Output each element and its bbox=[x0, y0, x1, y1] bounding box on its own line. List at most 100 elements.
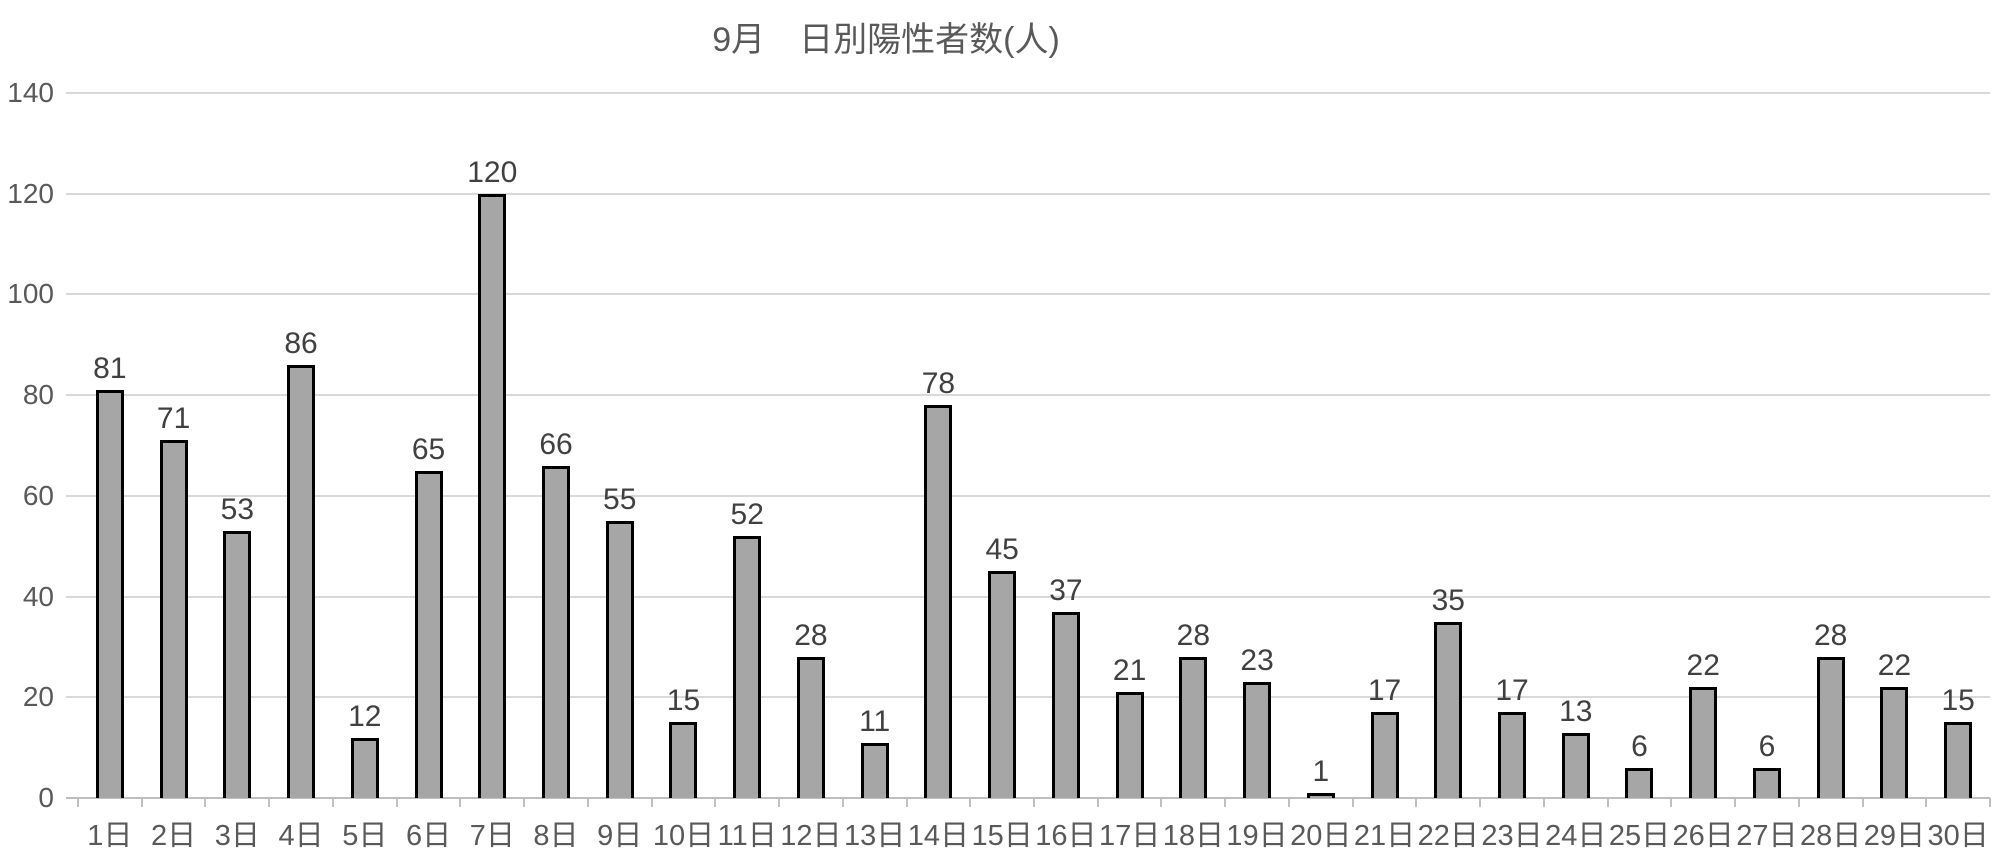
bar-slot: 86 bbox=[269, 93, 333, 798]
x-axis-tick-label: 12日 bbox=[780, 820, 842, 852]
bar-value-label: 13 bbox=[1559, 694, 1593, 728]
x-axis-tick bbox=[1033, 798, 1035, 807]
bar bbox=[1944, 722, 1973, 798]
bar bbox=[414, 470, 443, 798]
bar-value-label: 21 bbox=[1112, 654, 1147, 688]
x-axis-tick bbox=[841, 798, 844, 807]
bar bbox=[1880, 687, 1909, 798]
x-axis-tick bbox=[268, 798, 271, 807]
gridline bbox=[66, 192, 1990, 195]
bar-value-label: 52 bbox=[730, 498, 764, 532]
bar-value-label: 11 bbox=[859, 704, 891, 738]
bar-slot: 37 bbox=[1034, 93, 1098, 798]
x-axis-tick-label: 21日 bbox=[1353, 820, 1416, 852]
bar-slot: 6 bbox=[1608, 93, 1672, 798]
bar-slot: 17 bbox=[1480, 93, 1544, 798]
bar-value-label: 86 bbox=[284, 326, 318, 360]
x-axis-tick bbox=[650, 798, 653, 807]
x-axis-tick-label: 8日 bbox=[533, 820, 579, 852]
x-axis-tick bbox=[1989, 798, 1991, 807]
bar-slot: 12 bbox=[333, 93, 397, 798]
bar-slot: 23 bbox=[1225, 93, 1289, 798]
bar-slot: 1 bbox=[1289, 93, 1353, 798]
bars-layer: 81 71 53 86 12 65 120 66 55 15 52 28 11 78 45 37 21 28 23 1… bbox=[78, 93, 1990, 798]
x-axis-tick-label: 6日 bbox=[405, 820, 452, 852]
bar-slot: 28 bbox=[779, 93, 843, 798]
x-axis-tick bbox=[714, 798, 717, 807]
x-axis-tick bbox=[1160, 798, 1163, 807]
x-axis-tick-label: 9日 bbox=[597, 820, 643, 852]
x-axis-tick bbox=[586, 798, 589, 807]
bar-value-label: 17 bbox=[1495, 674, 1529, 708]
x-axis-tick-label: 16日 bbox=[1035, 820, 1097, 852]
gridline bbox=[66, 696, 1990, 699]
bar bbox=[924, 405, 953, 798]
x-axis-tick bbox=[1542, 798, 1545, 807]
x-axis-tick bbox=[1734, 798, 1737, 807]
x-axis-tick-label: 27日 bbox=[1736, 820, 1798, 852]
x-axis-tick-label: 1日 bbox=[87, 820, 133, 852]
x-axis-tick bbox=[1224, 798, 1227, 807]
bar-value-label: 12 bbox=[348, 699, 382, 733]
bar bbox=[1816, 657, 1845, 798]
bar-slot: 45 bbox=[970, 93, 1034, 798]
x-axis-tick bbox=[140, 798, 143, 807]
gridline bbox=[66, 595, 1990, 598]
bar bbox=[1434, 621, 1463, 798]
bar-value-label: 65 bbox=[411, 432, 446, 466]
x-axis-tick-label: 20日 bbox=[1290, 820, 1352, 852]
bar-slot: 78 bbox=[907, 93, 971, 798]
x-axis-tick-label: 4日 bbox=[278, 820, 324, 852]
bar-slot: 22 bbox=[1863, 93, 1927, 798]
x-axis-tick-label: 25日 bbox=[1608, 820, 1671, 852]
x-axis-tick-label: 29日 bbox=[1863, 820, 1926, 852]
x-axis-tick bbox=[395, 798, 398, 807]
x-axis-tick bbox=[1670, 798, 1673, 807]
x-axis-tick bbox=[905, 798, 908, 807]
bar bbox=[1115, 692, 1144, 798]
x-axis-tick bbox=[1287, 798, 1290, 807]
x-axis-tick-label: 18日 bbox=[1162, 820, 1224, 852]
x-axis-tick bbox=[459, 798, 462, 807]
bar-value-label: 15 bbox=[666, 684, 701, 718]
x-axis-tick bbox=[204, 798, 207, 807]
x-axis-tick-label: 22日 bbox=[1417, 820, 1479, 852]
gridline bbox=[66, 394, 1990, 397]
x-axis-tick bbox=[1351, 798, 1354, 807]
bar bbox=[1051, 611, 1080, 798]
bar-value-label: 1 bbox=[1312, 754, 1330, 788]
x-axis-tick bbox=[77, 798, 79, 807]
x-axis-tick bbox=[1925, 798, 1928, 807]
bar-value-label: 15 bbox=[1941, 684, 1975, 718]
bar bbox=[796, 657, 825, 798]
x-axis-tick-label: 2日 bbox=[151, 820, 197, 852]
bar-slot: 65 bbox=[397, 93, 461, 798]
x-axis-line bbox=[66, 797, 1990, 799]
bar-slot: 52 bbox=[715, 93, 779, 798]
bar bbox=[1625, 767, 1654, 798]
x-axis-tick-label: 15日 bbox=[971, 820, 1033, 852]
x-axis-tick bbox=[778, 798, 781, 807]
bar-value-label: 28 bbox=[1176, 619, 1211, 652]
bar bbox=[733, 536, 762, 798]
x-axis-tick bbox=[1861, 798, 1864, 807]
bar-slot: 35 bbox=[1416, 93, 1480, 798]
x-axis-tick bbox=[1415, 798, 1418, 807]
x-axis-tick bbox=[969, 798, 972, 807]
bar-slot: 17 bbox=[1353, 93, 1417, 798]
bar-value-label: 55 bbox=[603, 483, 637, 517]
x-axis-tick-label: 17日 bbox=[1098, 820, 1161, 852]
gridline bbox=[66, 494, 1990, 497]
bar-slot: 15 bbox=[1926, 93, 1990, 798]
bar-slot: 120 bbox=[460, 93, 524, 798]
bar-slot: 66 bbox=[524, 93, 588, 798]
bar-slot: 28 bbox=[1161, 93, 1225, 798]
x-axis-tick-label: 7日 bbox=[469, 820, 515, 852]
x-axis-tick-label: 28日 bbox=[1800, 820, 1862, 852]
bar bbox=[159, 440, 188, 798]
bar-value-label: 78 bbox=[921, 367, 956, 401]
bar bbox=[95, 390, 124, 798]
x-axis-tick-label: 10日 bbox=[652, 820, 715, 852]
x-axis-tick-label: 26日 bbox=[1672, 820, 1734, 852]
